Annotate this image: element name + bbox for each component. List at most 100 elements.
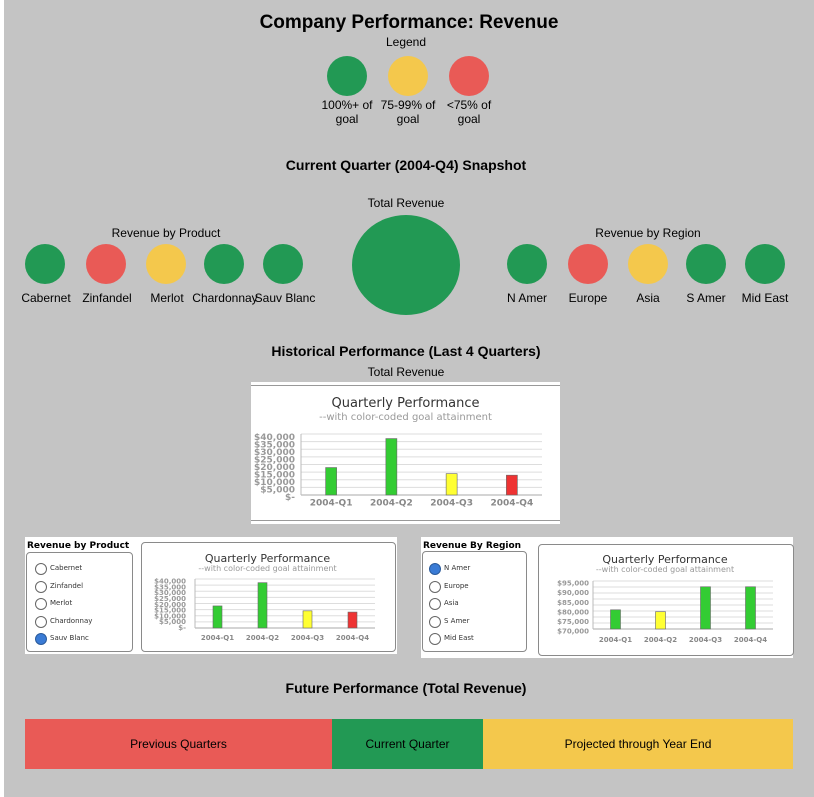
product-cabernet-indicator [25, 244, 65, 284]
legend-label-yellow: 75-99% of goal [380, 98, 436, 126]
radio-merlot[interactable] [35, 598, 47, 610]
radio-label: Mid East [444, 634, 474, 642]
historical-total-label: Total Revenue [367, 365, 445, 379]
y-tick-label: $85,000 [557, 599, 589, 607]
product-merlot-indicator [146, 244, 186, 284]
product-label: Sauv Blanc [254, 291, 316, 305]
radio-zinfandel[interactable] [35, 580, 47, 593]
bar [302, 610, 313, 629]
panel-rule [251, 520, 560, 521]
product-label: Chardonnay [192, 291, 258, 305]
bar [506, 474, 518, 496]
radio-label: Sauv Blanc [50, 634, 89, 642]
y-tick-label: $10,000 [154, 612, 186, 620]
total-revenue-chart-panel: Quarterly Performance --with color-coded… [251, 382, 560, 524]
radio-label: S Amer [444, 616, 470, 625]
radio-sauv-blanc[interactable] [35, 633, 47, 645]
y-tick-label: $75,000 [557, 618, 589, 626]
future-segment-previous: Previous Quarters [25, 719, 332, 769]
region-europe-indicator [568, 244, 608, 284]
y-tick-label: $20,000 [254, 463, 295, 473]
radio-s-amer[interactable] [429, 615, 441, 628]
bar [610, 609, 621, 630]
radio-mid-east[interactable] [429, 633, 441, 645]
region-asia-indicator [628, 244, 668, 284]
bar [212, 605, 223, 629]
legend-red-swatch [449, 56, 489, 96]
future-segment-projected: Projected through Year End [483, 719, 793, 769]
radio-cabernet[interactable] [35, 563, 47, 575]
region-label: Europe [568, 291, 608, 305]
future-segment-current: Current Quarter [332, 719, 483, 769]
radio-chardonnay[interactable] [35, 615, 47, 628]
y-tick-label: $35,000 [254, 441, 295, 451]
radio-label: Chardonnay [50, 616, 93, 625]
total-revenue-label: Total Revenue [367, 196, 445, 210]
region-chart-panel: Revenue By Region Quarterly Performance … [421, 537, 794, 658]
radio-asia[interactable] [429, 598, 441, 610]
region-label: Mid East [741, 291, 789, 305]
chart-title: Quarterly Performance [204, 552, 331, 565]
region-label: Asia [636, 291, 660, 305]
radio-label: N Amer [444, 564, 471, 572]
y-tick-label: $40,000 [254, 433, 295, 443]
x-tick-label: 2004-Q4 [491, 499, 534, 509]
chart-title: Quarterly Performance [331, 396, 480, 411]
y-tick-label: $30,000 [154, 589, 186, 597]
y-tick-label: $95,000 [557, 580, 589, 588]
y-tick-label: $- [285, 493, 295, 503]
bar [385, 438, 398, 496]
legend-green-swatch [327, 56, 367, 96]
chart-subtitle: --with color-coded goal attainment [595, 565, 735, 574]
radio-europe[interactable] [429, 580, 441, 593]
x-tick-label: 2004-Q1 [599, 636, 632, 644]
radio-n-amer[interactable] [429, 563, 441, 575]
region-mid-east-indicator [745, 244, 785, 284]
product-chardonnay-indicator [204, 244, 244, 284]
revenue-by-product-title: Revenue by Product [111, 226, 221, 240]
region-label: S Amer [686, 291, 726, 305]
y-tick-label: $15,000 [154, 607, 186, 615]
region-s-amer-indicator [686, 244, 726, 284]
radio-label: Merlot [50, 599, 73, 607]
radio-label: Zinfandel [50, 581, 84, 590]
y-tick-label: $5,000 [260, 486, 295, 496]
bar [257, 582, 268, 629]
x-tick-label: 2004-Q2 [246, 634, 279, 642]
snapshot-heading: Current Quarter (2004-Q4) Snapshot [285, 157, 527, 173]
x-tick-label: 2004-Q4 [336, 634, 369, 642]
bar [745, 586, 756, 630]
future-heading: Future Performance (Total Revenue) [285, 680, 527, 696]
legend-title: Legend [385, 35, 427, 49]
chart-subtitle: --with color-coded goal attainment [198, 564, 337, 573]
x-tick-label: 2004-Q4 [734, 636, 767, 644]
y-tick-label: $- [178, 624, 186, 632]
product-chart-panel: Revenue by Product Quarterly Performance… [25, 537, 397, 654]
bar [655, 611, 666, 630]
y-tick-label: $80,000 [557, 608, 589, 616]
x-tick-label: 2004-Q1 [201, 634, 234, 642]
bar [325, 467, 337, 496]
region-selector-title: Revenue By Region [423, 541, 522, 551]
radio-label: Cabernet [50, 564, 83, 572]
y-tick-label: $70,000 [557, 628, 589, 636]
panel-rule [251, 385, 560, 386]
region-revenue-chart: $95,000$90,000 $85,000$80,000 $75,000 $70,0… [557, 580, 773, 644]
legend-label-red: <75% of goal [446, 98, 492, 126]
region-label: N Amer [506, 291, 547, 305]
page-title: Company Performance: Revenue [259, 12, 559, 33]
chart-subtitle: --with color-coded goal attainment [319, 412, 492, 423]
total-revenue-chart: $40,000$35,000$30,000$25,000$20,000$15,0… [254, 433, 542, 509]
x-tick-label: 2004-Q3 [291, 634, 324, 642]
legend-label-green: 100%+ of goal [321, 98, 373, 126]
product-revenue-chart: $40,000$35,000$30,000$25,000$20,000$15,0… [154, 578, 375, 642]
x-tick-label: 2004-Q1 [310, 499, 353, 509]
y-tick-label: $10,000 [254, 478, 295, 488]
radio-label: Europe [444, 581, 469, 590]
product-sauv-blanc-indicator [263, 244, 303, 284]
region-n-amer-indicator [507, 244, 547, 284]
y-tick-label: $35,000 [154, 583, 186, 591]
product-label: Merlot [150, 291, 184, 305]
revenue-by-region-title: Revenue by Region [595, 226, 701, 240]
product-label: Zinfandel [82, 291, 132, 305]
